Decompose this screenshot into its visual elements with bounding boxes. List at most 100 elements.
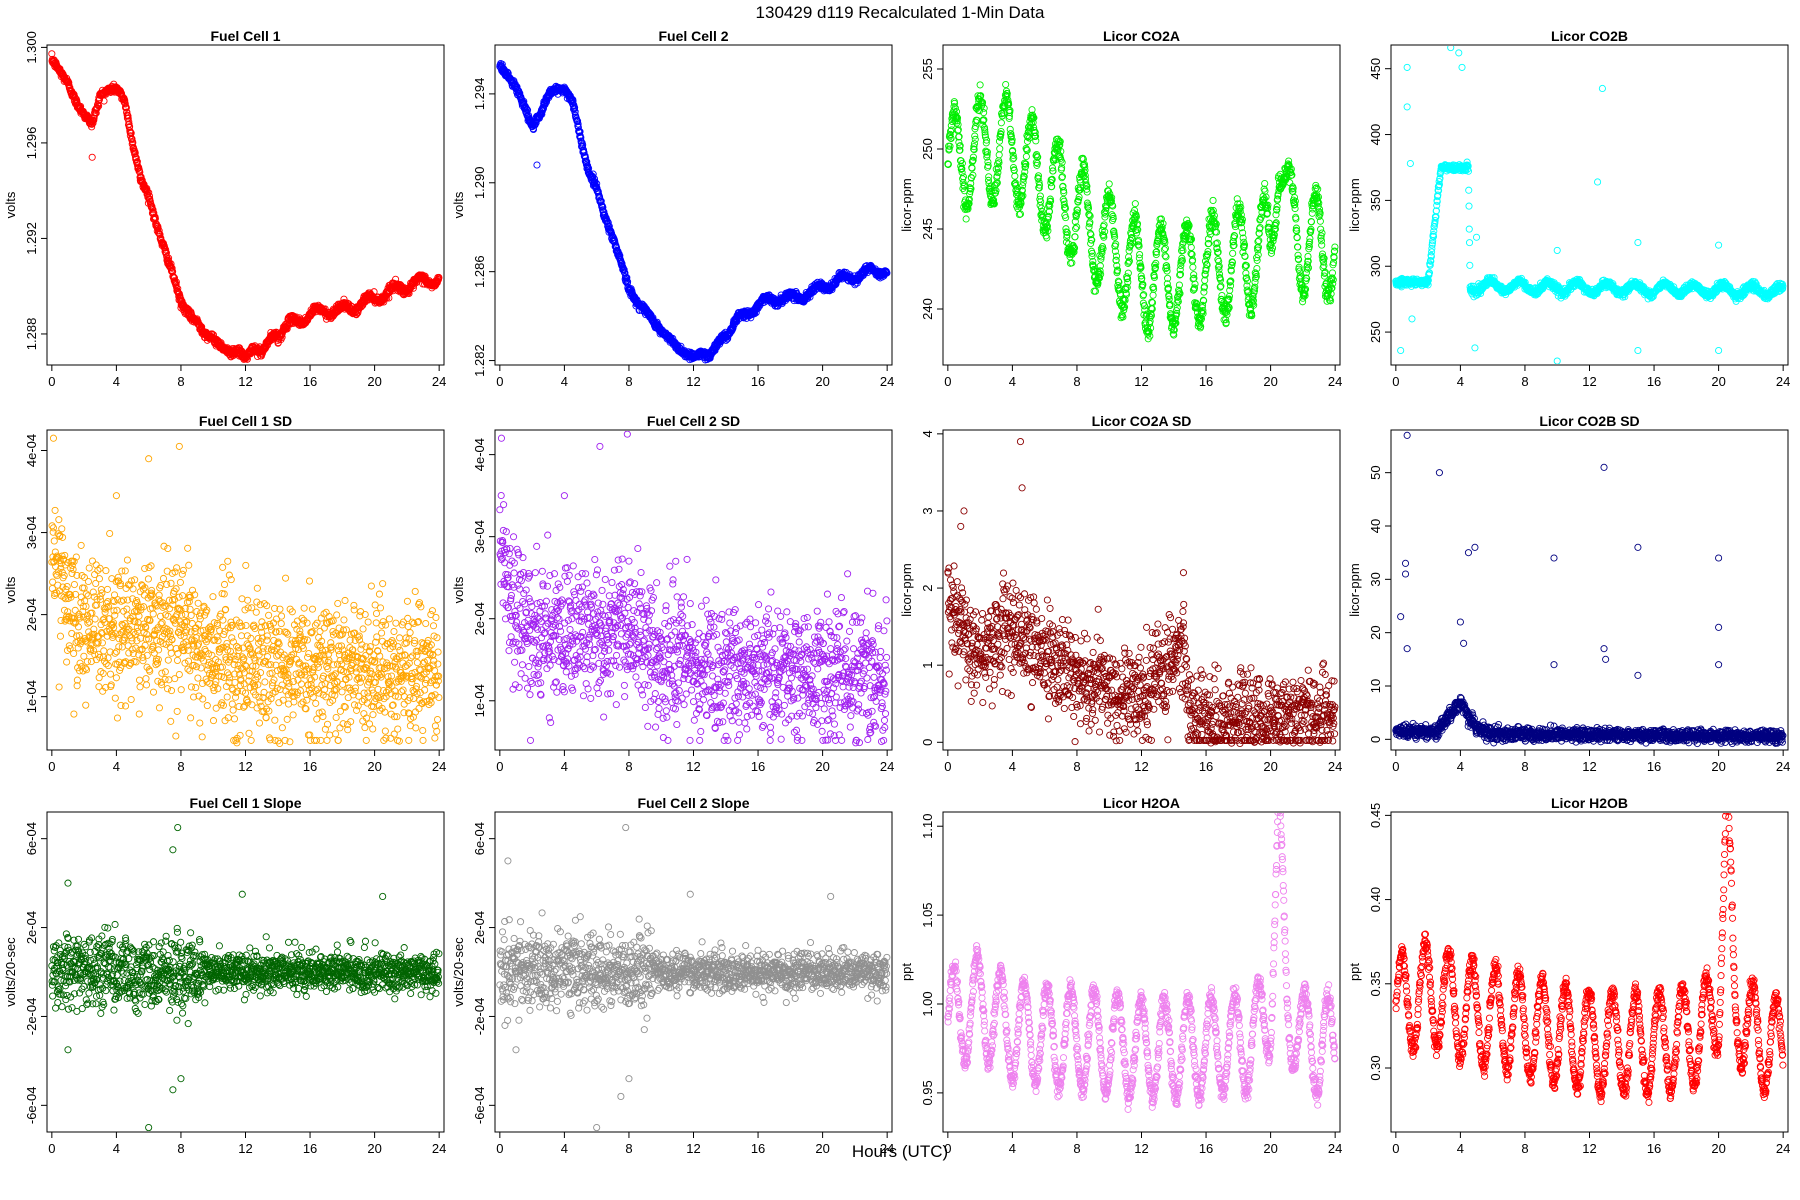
data-point bbox=[1062, 214, 1070, 222]
x-tick-label: 12 bbox=[1134, 374, 1148, 389]
data-point bbox=[1058, 173, 1066, 181]
data-point bbox=[997, 130, 1005, 139]
data-point bbox=[1009, 155, 1017, 163]
data-point bbox=[1292, 226, 1300, 234]
data-point bbox=[1037, 211, 1045, 220]
data-point bbox=[1063, 231, 1071, 239]
data-point bbox=[995, 137, 1004, 145]
data-point bbox=[1214, 248, 1222, 256]
data-point bbox=[1094, 279, 1102, 287]
data-point bbox=[956, 142, 964, 150]
data-point bbox=[1170, 331, 1178, 339]
data-point bbox=[1134, 226, 1142, 234]
data-point bbox=[1242, 269, 1250, 277]
data-point bbox=[1020, 173, 1028, 181]
data-point bbox=[1063, 228, 1071, 237]
data-point bbox=[1324, 289, 1332, 297]
data-point bbox=[1306, 234, 1314, 243]
data-point bbox=[1464, 167, 1473, 175]
data-point bbox=[1112, 256, 1120, 264]
data-point bbox=[1136, 251, 1144, 259]
data-point bbox=[958, 165, 966, 173]
x-tick-label: 24 bbox=[880, 374, 894, 389]
data-point bbox=[1214, 249, 1222, 257]
data-point bbox=[1196, 321, 1204, 329]
data-point bbox=[1128, 234, 1136, 242]
data-point bbox=[1163, 264, 1171, 272]
data-point bbox=[1044, 212, 1052, 220]
data-point bbox=[1045, 207, 1054, 215]
data-point bbox=[167, 263, 175, 272]
data-point bbox=[1466, 261, 1474, 269]
data-point bbox=[1326, 294, 1334, 302]
data-point bbox=[1081, 163, 1089, 171]
data-point bbox=[990, 196, 998, 204]
data-point bbox=[1250, 301, 1258, 309]
data-point bbox=[1242, 261, 1250, 270]
data-point bbox=[1135, 254, 1143, 262]
data-point bbox=[1075, 196, 1083, 204]
data-point bbox=[1254, 251, 1262, 259]
data-point bbox=[1047, 197, 1055, 205]
x-tick-label: 8 bbox=[1521, 374, 1528, 389]
data-point-outlier bbox=[533, 161, 541, 169]
data-point bbox=[1135, 242, 1143, 250]
data-point bbox=[1251, 283, 1259, 291]
data-point bbox=[969, 171, 977, 179]
data-point bbox=[121, 100, 129, 108]
data-point bbox=[582, 154, 590, 162]
data-point bbox=[1095, 274, 1104, 282]
data-points bbox=[48, 50, 443, 363]
data-point bbox=[1431, 216, 1439, 225]
data-point bbox=[1113, 262, 1121, 270]
data-point bbox=[1290, 193, 1299, 202]
x-tick-label: 0 bbox=[944, 374, 951, 389]
data-point bbox=[1002, 80, 1010, 89]
data-points bbox=[1392, 46, 1787, 364]
data-point bbox=[1229, 249, 1237, 257]
data-point bbox=[48, 50, 56, 58]
data-point bbox=[1250, 287, 1259, 295]
data-point bbox=[951, 104, 959, 112]
data-point bbox=[174, 285, 182, 293]
data-point bbox=[1089, 257, 1097, 265]
data-point bbox=[1175, 281, 1183, 289]
x-tick-label: 4 bbox=[113, 374, 120, 389]
x-tick-label: 16 bbox=[303, 374, 317, 389]
data-point bbox=[1003, 92, 1011, 100]
data-point bbox=[1081, 166, 1089, 174]
data-point bbox=[1033, 153, 1041, 161]
data-point bbox=[1075, 193, 1083, 201]
data-point bbox=[1239, 234, 1247, 242]
data-point bbox=[1048, 183, 1056, 191]
data-point bbox=[1088, 236, 1096, 244]
data-point bbox=[709, 348, 717, 356]
data-point bbox=[1060, 189, 1068, 197]
data-point bbox=[1030, 114, 1038, 122]
y-tick-label: 1.282 bbox=[472, 344, 487, 377]
data-point bbox=[1122, 290, 1130, 299]
x-tick-label: 8 bbox=[625, 374, 632, 389]
data-point bbox=[1288, 171, 1296, 179]
data-point bbox=[1303, 261, 1311, 269]
data-point bbox=[1187, 235, 1196, 243]
data-point bbox=[1099, 245, 1107, 253]
figure-title: 130429 d119 Recalculated 1-Min Data bbox=[756, 3, 1045, 22]
data-point bbox=[1107, 197, 1115, 205]
data-points bbox=[496, 59, 891, 364]
data-points bbox=[944, 80, 1339, 343]
y-tick-label: 250 bbox=[920, 138, 935, 160]
data-point bbox=[1225, 295, 1233, 303]
data-point bbox=[1318, 241, 1326, 249]
data-point bbox=[1302, 285, 1310, 293]
data-point bbox=[122, 104, 130, 112]
y-tick-label: 245 bbox=[920, 218, 935, 240]
data-point bbox=[1424, 281, 1432, 289]
data-point bbox=[173, 284, 181, 292]
data-point bbox=[1176, 266, 1184, 274]
data-point bbox=[1146, 313, 1154, 321]
data-point bbox=[1316, 209, 1324, 217]
data-point bbox=[951, 99, 959, 107]
data-point bbox=[1057, 147, 1065, 155]
y-axis-label: licor-ppm bbox=[899, 178, 914, 231]
